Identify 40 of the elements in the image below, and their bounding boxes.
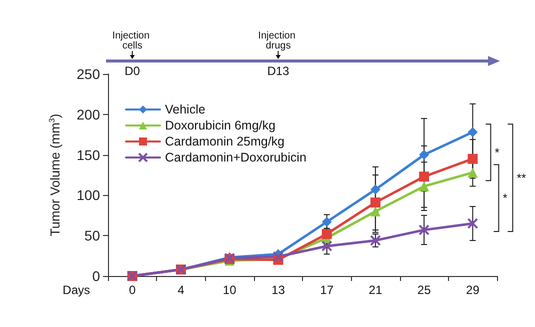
annotation: D0 [124, 64, 140, 78]
annotation: * [494, 145, 500, 160]
y-tick-label: 250 [76, 66, 100, 82]
y-tick-label: 200 [76, 106, 100, 122]
legend-label: Vehicle [165, 102, 206, 116]
point [468, 127, 478, 138]
point [419, 150, 430, 160]
legend-label: Cardamonin+Doxorubicin [165, 150, 306, 164]
x-tick-label: 17 [320, 283, 334, 297]
y-tick-label: 0 [92, 268, 100, 284]
point [370, 206, 380, 216]
y-tick-label: 50 [84, 228, 100, 244]
point [272, 251, 284, 262]
y-tick-label: 150 [76, 146, 100, 163]
text: Injection drugs [258, 30, 298, 52]
legend-label: Cardamonin 25mg/kg [165, 134, 285, 148]
point [322, 228, 332, 239]
point [370, 197, 380, 208]
annotation: D13 [267, 64, 290, 78]
point [418, 224, 430, 236]
x-tick-label: 29 [466, 283, 480, 297]
y-tick-label: 100 [76, 187, 100, 204]
y-axis-title: Tumor Volume (mm3) [48, 114, 62, 236]
text: Injection cells [112, 30, 152, 52]
x-tick-label: 10 [222, 283, 237, 297]
x-tick-label: 25 [417, 283, 432, 297]
point [419, 172, 430, 182]
legend-label: Doxorubicin 6mg/kg [165, 118, 276, 132]
point [467, 218, 478, 229]
x-tick-label: 4 [178, 283, 185, 297]
x-axis-title: Days [62, 283, 90, 297]
text: * [502, 191, 508, 206]
text: ** [516, 170, 526, 185]
point [370, 184, 380, 195]
point [468, 154, 478, 164]
x-tick-label: 13 [272, 283, 286, 297]
x-tick-label: 0 [128, 283, 136, 297]
point [419, 181, 430, 192]
x-tick-label: 21 [368, 283, 382, 297]
point [468, 168, 478, 178]
